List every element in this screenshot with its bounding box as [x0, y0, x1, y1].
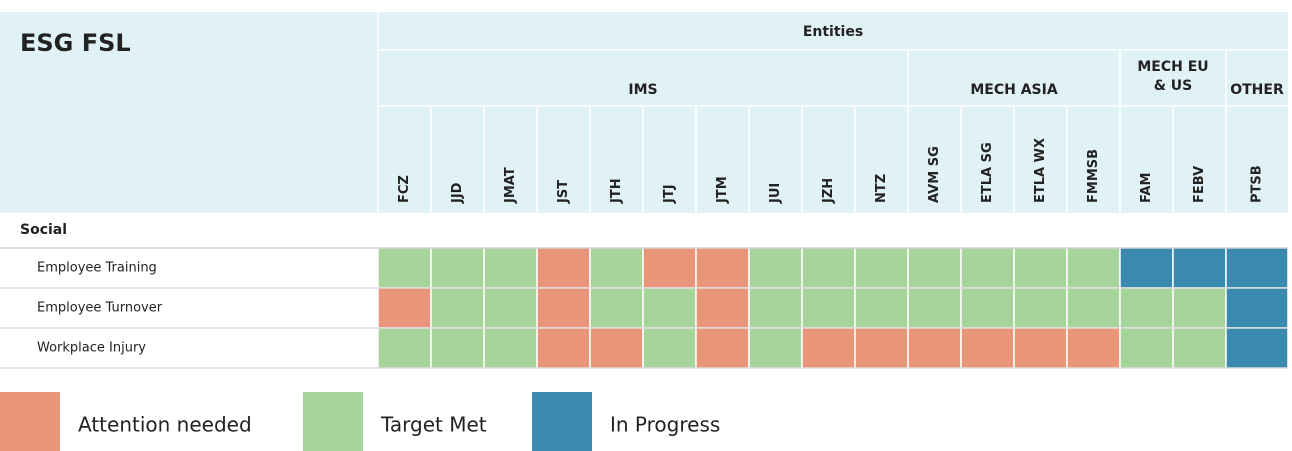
status-cell — [695, 327, 750, 369]
column-label: NTZ — [874, 174, 889, 203]
column-label: FMMSB — [1086, 149, 1101, 203]
column-label: JUI — [768, 183, 783, 204]
status-cell — [430, 327, 485, 369]
status-cell — [1066, 247, 1121, 289]
status-cell — [483, 287, 538, 329]
status-cell — [695, 287, 750, 329]
status-cell — [1119, 247, 1174, 289]
status-cell — [1066, 287, 1121, 329]
status-cell — [1013, 287, 1068, 329]
legend-swatch — [303, 392, 363, 451]
legend-swatch — [0, 392, 60, 451]
status-cell — [1013, 327, 1068, 369]
column-label: PTSB — [1250, 165, 1265, 203]
status-cell — [377, 287, 432, 329]
status-cell — [377, 247, 432, 289]
status-cell — [1172, 247, 1227, 289]
status-cell — [960, 287, 1015, 329]
legend-label: Attention needed — [78, 413, 252, 437]
group-label: MECH EU & US — [1137, 59, 1208, 94]
legend-swatch — [532, 392, 592, 451]
legend-label: In Progress — [610, 413, 720, 437]
column-label: JMAT — [503, 167, 518, 204]
column-label: JTH — [609, 178, 624, 204]
status-cell — [748, 287, 803, 329]
status-cell — [854, 327, 909, 369]
status-cell — [907, 327, 962, 369]
status-cell — [536, 287, 591, 329]
column-label: AVM SG — [927, 146, 942, 203]
status-cell — [642, 327, 697, 369]
status-cell — [960, 247, 1015, 289]
status-cell — [1119, 287, 1174, 329]
status-cell — [430, 287, 485, 329]
group-label: MECH ASIA — [970, 82, 1057, 98]
header: Entities — [803, 24, 863, 40]
group-label: OTHER — [1230, 82, 1284, 98]
status-cell — [483, 327, 538, 369]
status-cell — [801, 287, 856, 329]
status-cell — [1225, 247, 1289, 289]
status-cell — [536, 247, 591, 289]
status-cell — [801, 247, 856, 289]
status-cell — [377, 327, 432, 369]
column-label: FEBV — [1192, 166, 1207, 203]
status-cell — [854, 247, 909, 289]
column-label: ETLA WX — [1033, 138, 1048, 203]
column-label: JZH — [821, 178, 836, 204]
status-cell — [1225, 287, 1289, 329]
column-label: FAM — [1139, 173, 1154, 203]
status-cell — [1172, 287, 1227, 329]
status-cell — [1119, 327, 1174, 369]
column-label: JST — [556, 180, 571, 204]
row-label: Workplace Injury — [37, 341, 146, 356]
status-cell — [960, 327, 1015, 369]
status-cell — [907, 287, 962, 329]
title: ESG FSL — [20, 29, 131, 57]
status-cell — [642, 247, 697, 289]
status-cell — [589, 247, 644, 289]
status-cell — [907, 247, 962, 289]
column-label: JTM — [715, 176, 730, 204]
status-cell — [536, 327, 591, 369]
status-cell — [801, 327, 856, 369]
status-cell — [748, 247, 803, 289]
status-cell — [483, 247, 538, 289]
row-label: Employee Training — [37, 261, 157, 276]
status-cell — [854, 287, 909, 329]
row-label: Employee Turnover — [37, 301, 163, 316]
column-label: ETLA SG — [980, 142, 995, 203]
status-cell — [1066, 327, 1121, 369]
column-label: JTJ — [662, 184, 677, 204]
section: Social — [20, 222, 67, 238]
status-cell — [695, 247, 750, 289]
column-label: JJD — [450, 182, 465, 204]
column-label: FCZ — [397, 175, 412, 203]
status-cell — [1013, 247, 1068, 289]
status-cell — [589, 327, 644, 369]
group-label: IMS — [628, 82, 657, 98]
status-cell — [430, 247, 485, 289]
status-cell — [748, 327, 803, 369]
status-cell — [1172, 327, 1227, 369]
header-band — [0, 12, 1288, 213]
status-cell — [589, 287, 644, 329]
status-cell — [1225, 327, 1289, 369]
status-cell — [642, 287, 697, 329]
legend-label: Target Met — [380, 413, 487, 437]
